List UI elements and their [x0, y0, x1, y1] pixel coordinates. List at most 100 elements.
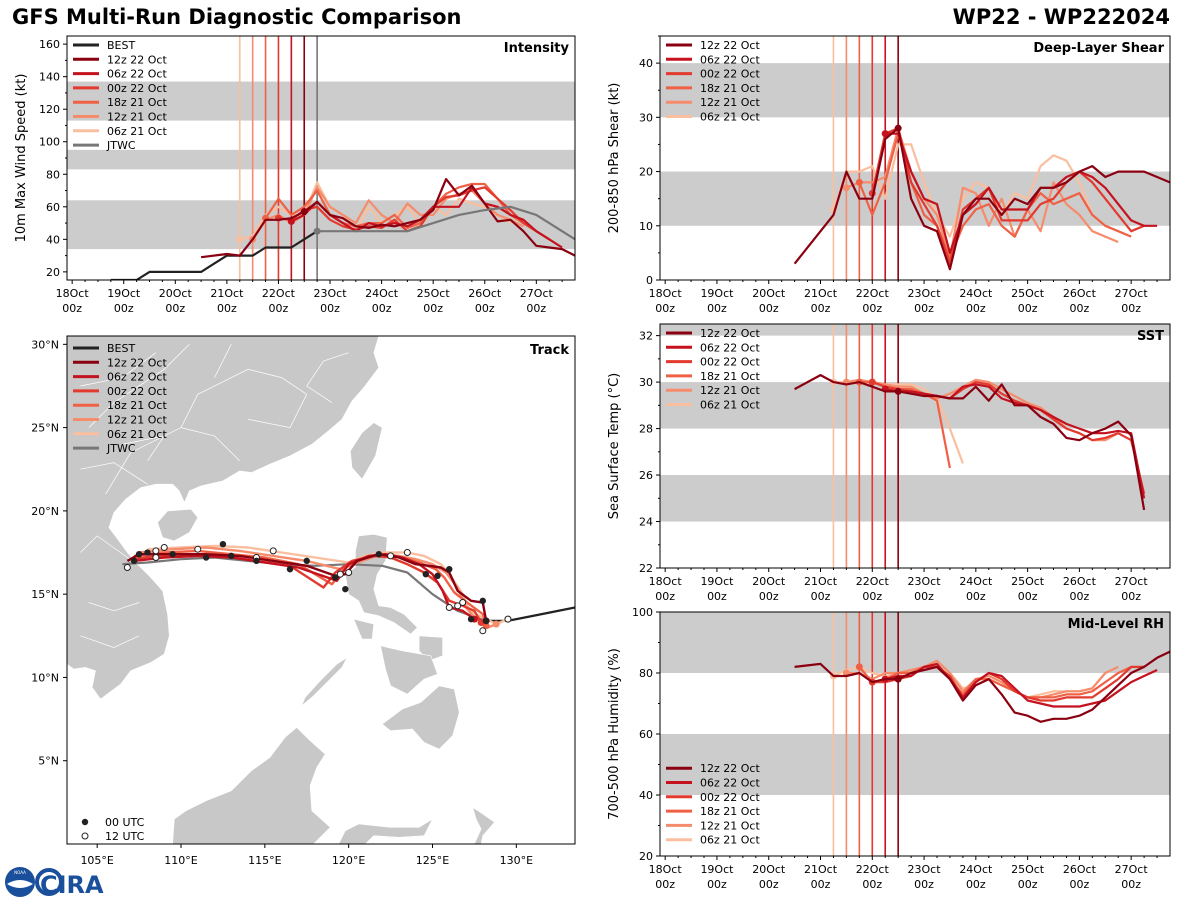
legend-label: 06z 22 Oct: [107, 371, 167, 384]
legend-label: 18z 21 Oct: [700, 805, 760, 818]
x-tick-sublabel: 00z: [1018, 878, 1038, 891]
track-point-00utc: [434, 572, 441, 580]
province-border: [122, 435, 165, 462]
marker-legend-12utc: [81, 832, 89, 840]
y-tick-label: 0: [646, 274, 653, 287]
x-tick-label: 19Oct: [700, 575, 734, 588]
series-06z-21-oct: [239, 181, 512, 241]
panel-title: Intensity: [504, 41, 570, 56]
band: [660, 63, 1170, 118]
series-12z-22-oct: [793, 127, 1170, 271]
y-tick-label: 40: [639, 789, 653, 802]
province-border: [80, 352, 157, 387]
noaa-logo-text: NOAA: [14, 870, 26, 875]
y-axis-label: 200-850 hPa Shear (kt): [607, 83, 622, 234]
x-tick-label: 110°E: [164, 854, 197, 867]
land-palau-islands: [590, 717, 595, 727]
track-point-00utc: [169, 550, 176, 558]
x-tick-label: 21Oct: [804, 863, 838, 876]
init-point-12z-22-oct: [894, 387, 902, 395]
x-tick-label: 27Oct: [1115, 575, 1149, 588]
track-point-00utc: [479, 597, 486, 605]
legend-label: 12z 21 Oct: [700, 96, 760, 109]
legend-label: JTWC: [106, 442, 136, 455]
series-06z-22-oct: [290, 186, 563, 249]
legend-label: 12z 22 Oct: [107, 356, 167, 369]
track-point-00utc: [135, 550, 143, 558]
land-taiwan-island: [349, 422, 383, 480]
series-jtwc: [317, 205, 575, 241]
init-point-12z-21-oct: [842, 184, 850, 192]
track-point-00utc: [286, 565, 294, 573]
land-leyte-panay-islands: [380, 645, 438, 695]
series-group: [794, 650, 1170, 723]
cira-logo-text: CIRA: [40, 871, 104, 898]
legend-label: 12z 21 Oct: [107, 414, 167, 427]
y-tick-label: 60: [46, 201, 60, 214]
x-tick-label: 22Oct: [262, 287, 296, 300]
x-tick-label: 105°E: [80, 854, 113, 867]
init-point-06z-22-oct: [287, 217, 295, 225]
track-point-00utc: [422, 570, 429, 578]
x-tick-label: 22Oct: [856, 575, 890, 588]
x-tick-sublabel: 00z: [526, 302, 546, 315]
x-tick-label: 24Oct: [365, 287, 399, 300]
legend-label: BEST: [107, 342, 135, 355]
plot-frame: [659, 35, 1171, 281]
y-tick-label: 20°N: [31, 505, 59, 518]
y-tick-label: 80: [46, 168, 60, 181]
x-tick-sublabel: 00z: [62, 302, 82, 315]
legend-label: 00z 22 Oct: [107, 385, 167, 398]
track-point-00utc: [219, 540, 227, 548]
legend-label: 06z 22 Oct: [107, 68, 167, 81]
legend-label: 12z 21 Oct: [107, 111, 167, 124]
init-point-12z-22-oct: [894, 675, 902, 683]
marker-legend-00utc: [81, 818, 89, 826]
x-tick-label: 22Oct: [856, 863, 890, 876]
track-point-12utc: [269, 547, 277, 555]
track-point-12utc: [194, 545, 202, 553]
x-tick-sublabel: 00z: [707, 302, 727, 315]
x-tick-sublabel: 00z: [320, 302, 340, 315]
legend-label: 12z 22 Oct: [700, 327, 760, 340]
legend-label: 12z 22 Oct: [107, 53, 167, 66]
band: [660, 475, 1170, 522]
init-point-12z-22-oct: [894, 124, 902, 132]
x-tick-label: 20Oct: [752, 863, 786, 876]
x-tick-label: 19Oct: [700, 287, 734, 300]
x-tick-sublabel: 00z: [1070, 302, 1090, 315]
x-tick-sublabel: 00z: [1070, 878, 1090, 891]
x-tick-sublabel: 00z: [114, 302, 134, 315]
track-point-00utc: [342, 585, 349, 593]
noaa-gull-icon: [7, 880, 33, 888]
x-tick-label: 23Oct: [314, 287, 348, 300]
land-borneo-island: [172, 726, 331, 844]
x-tick-label: 23Oct: [908, 287, 942, 300]
y-tick-label: 40: [639, 57, 653, 70]
x-tick-label: 20Oct: [159, 287, 193, 300]
legend-label: 18z 21 Oct: [700, 82, 760, 95]
x-tick-sublabel: 00z: [759, 878, 779, 891]
legend-label: 12z 21 Oct: [700, 384, 760, 397]
y-tick-label: 25°N: [31, 422, 59, 435]
x-tick-label: 23Oct: [908, 575, 942, 588]
track-point-12utc: [454, 602, 462, 610]
storm-id-title: WP22 - WP222024: [952, 5, 1170, 29]
x-tick-label: 26Oct: [468, 287, 502, 300]
legend-label: 06z 21 Oct: [700, 111, 760, 124]
track-point-12utc: [479, 627, 487, 635]
series-00z-22-oct: [871, 127, 1145, 265]
x-tick-sublabel: 00z: [966, 590, 986, 603]
land-halmahera-island: [472, 806, 495, 844]
legend-label: 18z 21 Oct: [107, 399, 167, 412]
legend-label: JTWC: [106, 139, 136, 152]
track-point-12utc: [152, 547, 160, 555]
legend-label: 06z 21 Oct: [700, 834, 760, 847]
x-tick-sublabel: 00z: [811, 878, 831, 891]
x-tick-label: 22Oct: [856, 287, 890, 300]
track-06z-22-oct: [133, 553, 476, 621]
x-tick-sublabel: 00z: [914, 590, 934, 603]
track-point-00utc: [202, 554, 210, 561]
x-tick-sublabel: 00z: [372, 302, 392, 315]
x-tick-label: 21Oct: [210, 287, 244, 300]
